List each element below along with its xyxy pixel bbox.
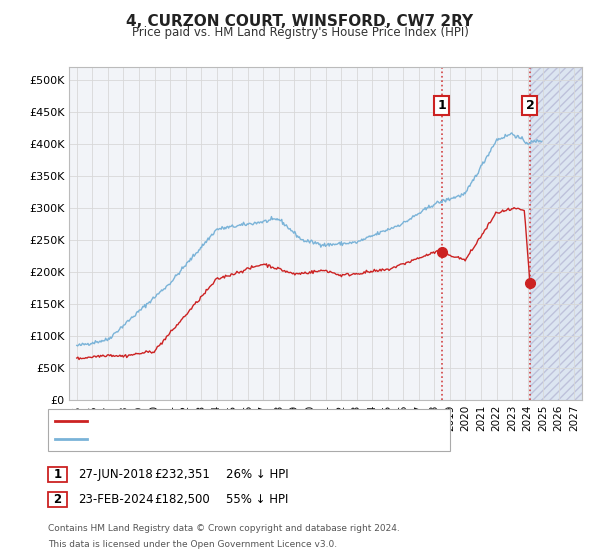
Text: 55% ↓ HPI: 55% ↓ HPI xyxy=(226,493,289,506)
Text: £232,351: £232,351 xyxy=(154,468,210,481)
Text: 1: 1 xyxy=(53,468,62,481)
Text: 1: 1 xyxy=(437,99,446,112)
Text: 4, CURZON COURT, WINSFORD, CW7 2RY (detached house): 4, CURZON COURT, WINSFORD, CW7 2RY (deta… xyxy=(93,416,402,426)
Bar xyxy=(530,67,582,400)
Text: Price paid vs. HM Land Registry's House Price Index (HPI): Price paid vs. HM Land Registry's House … xyxy=(131,26,469,39)
Text: 4, CURZON COURT, WINSFORD, CW7 2RY: 4, CURZON COURT, WINSFORD, CW7 2RY xyxy=(127,14,473,29)
Text: 2: 2 xyxy=(526,99,534,112)
Text: This data is licensed under the Open Government Licence v3.0.: This data is licensed under the Open Gov… xyxy=(48,540,337,549)
Text: £182,500: £182,500 xyxy=(154,493,210,506)
Text: HPI: Average price, detached house, Cheshire West and Chester: HPI: Average price, detached house, Ches… xyxy=(93,434,428,444)
Text: 26% ↓ HPI: 26% ↓ HPI xyxy=(226,468,289,481)
Text: 23-FEB-2024: 23-FEB-2024 xyxy=(78,493,154,506)
Text: Contains HM Land Registry data © Crown copyright and database right 2024.: Contains HM Land Registry data © Crown c… xyxy=(48,524,400,533)
Text: 27-JUN-2018: 27-JUN-2018 xyxy=(78,468,153,481)
Bar xyxy=(530,67,582,400)
Text: 2: 2 xyxy=(53,493,62,506)
